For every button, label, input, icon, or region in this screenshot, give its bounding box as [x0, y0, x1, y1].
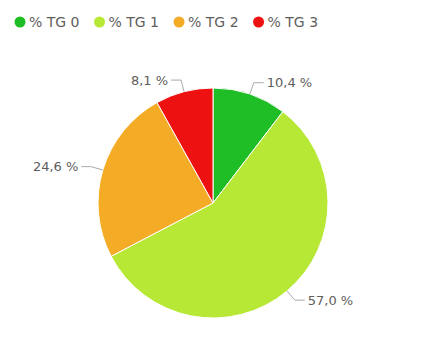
data-label: 8,1 %: [131, 73, 168, 88]
legend: % TG 0 % TG 1 % TG 2 % TG 3: [15, 14, 319, 30]
legend-label: % TG 0: [29, 14, 80, 30]
leader-line: [171, 80, 184, 92]
leader-line: [250, 83, 264, 94]
leader-line: [81, 167, 102, 170]
data-label: 10,4 %: [267, 75, 312, 90]
pie-slice: [157, 88, 213, 203]
leader-line: [287, 291, 305, 300]
legend-item: % TG 0: [15, 14, 80, 30]
data-label: 24,6 %: [33, 159, 78, 174]
legend-marker: [15, 17, 26, 28]
legend-item: % TG 2: [174, 14, 239, 30]
pie: [98, 88, 328, 318]
legend-marker: [94, 17, 105, 28]
legend-label: % TG 3: [268, 14, 319, 30]
chart: 10,4 %57,0 %24,6 %8,1 %% TG 0% TG 1% TG …: [0, 0, 424, 358]
legend-label: % TG 2: [188, 14, 239, 30]
legend-label: % TG 1: [109, 14, 160, 30]
data-labels: 10,4 % 57,0 % 24,6 % 8,1 %: [33, 73, 353, 308]
legend-item: % TG 1: [94, 14, 159, 30]
data-label: 57,0 %: [308, 293, 353, 308]
legend-item: % TG 3: [253, 14, 318, 30]
legend-marker: [253, 17, 264, 28]
legend-marker: [174, 17, 185, 28]
